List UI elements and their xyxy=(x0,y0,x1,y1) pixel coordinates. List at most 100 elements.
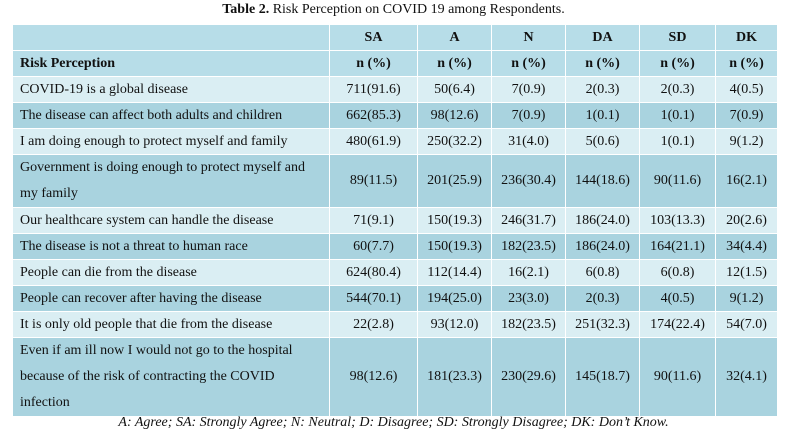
table-caption-text: Risk Perception on COVID 19 among Respon… xyxy=(269,2,565,17)
cell-sa: 98(12.6) xyxy=(329,337,418,417)
table-row: People can recover after having the dise… xyxy=(12,285,778,312)
row-label: The disease can affect both adults and c… xyxy=(12,102,330,129)
cell-a: 250(32.2) xyxy=(417,128,492,155)
cell-sa: 480(61.9) xyxy=(329,128,418,155)
cell-a: 201(25.9) xyxy=(417,154,492,208)
cell-sd: 1(0.1) xyxy=(639,128,716,155)
cell-sd: 4(0.5) xyxy=(639,285,716,312)
column-header-blank xyxy=(12,24,330,51)
table-row: People can die from the disease 624(80.4… xyxy=(12,259,778,286)
cell-a: 194(25.0) xyxy=(417,285,492,312)
cell-da: 5(0.6) xyxy=(565,128,640,155)
table-row: It is only old people that die from the … xyxy=(12,311,778,338)
row-label: People can recover after having the dise… xyxy=(12,285,330,312)
cell-dk: 20(2.6) xyxy=(715,207,778,234)
cell-n: 23(3.0) xyxy=(491,285,566,312)
table-row: The disease can affect both adults and c… xyxy=(12,102,778,129)
cell-da: 186(24.0) xyxy=(565,207,640,234)
cell-sd: 90(11.6) xyxy=(639,337,716,417)
column-header-sa: SA xyxy=(329,24,418,51)
table-row: The disease is not a threat to human rac… xyxy=(12,233,778,260)
cell-dk: 16(2.1) xyxy=(715,154,778,208)
cell-sd: 164(21.1) xyxy=(639,233,716,260)
row-label: I am doing enough to protect myself and … xyxy=(12,128,330,155)
row-label: Our healthcare system can handle the dis… xyxy=(12,207,330,234)
cell-sd: 1(0.1) xyxy=(639,102,716,129)
column-header-a: A xyxy=(417,24,492,51)
cell-da: 251(32.3) xyxy=(565,311,640,338)
cell-n: 7(0.9) xyxy=(491,76,566,103)
cell-da: 6(0.8) xyxy=(565,259,640,286)
subheader-unit: n (%) xyxy=(417,50,492,77)
subheader-label: Risk Perception xyxy=(12,50,330,77)
table-footnote: A: Agree; SA: Strongly Agree; N: Neutral… xyxy=(118,415,669,430)
cell-n: 7(0.9) xyxy=(491,102,566,129)
column-header-sd: SD xyxy=(639,24,716,51)
table-caption-label: Table 2. xyxy=(222,2,270,17)
subheader-unit: n (%) xyxy=(639,50,716,77)
cell-sa: 711(91.6) xyxy=(329,76,418,103)
subheader-row: Risk Perception n (%) n (%) n (%) n (%) … xyxy=(12,50,778,77)
cell-sd: 103(13.3) xyxy=(639,207,716,234)
risk-perception-table: SA A N DA SD DK Risk Perception n (%) n … xyxy=(12,24,778,417)
cell-dk: 4(0.5) xyxy=(715,76,778,103)
cell-a: 150(19.3) xyxy=(417,207,492,234)
cell-a: 181(23.3) xyxy=(417,337,492,417)
row-label: People can die from the disease xyxy=(12,259,330,286)
cell-dk: 9(1.2) xyxy=(715,285,778,312)
subheader-unit: n (%) xyxy=(329,50,418,77)
cell-n: 31(4.0) xyxy=(491,128,566,155)
cell-dk: 54(7.0) xyxy=(715,311,778,338)
row-label: It is only old people that die from the … xyxy=(12,311,330,338)
cell-sa: 662(85.3) xyxy=(329,102,418,129)
cell-da: 145(18.7) xyxy=(565,337,640,417)
subheader-unit: n (%) xyxy=(565,50,640,77)
cell-sa: 544(70.1) xyxy=(329,285,418,312)
row-label: The disease is not a threat to human rac… xyxy=(12,233,330,260)
subheader-unit: n (%) xyxy=(715,50,778,77)
cell-sa: 89(11.5) xyxy=(329,154,418,208)
cell-n: 230(29.6) xyxy=(491,337,566,417)
subheader-unit: n (%) xyxy=(491,50,566,77)
cell-da: 1(0.1) xyxy=(565,102,640,129)
cell-sa: 71(9.1) xyxy=(329,207,418,234)
cell-dk: 7(0.9) xyxy=(715,102,778,129)
table-row: COVID-19 is a global disease 711(91.6) 5… xyxy=(12,76,778,103)
column-header-n: N xyxy=(491,24,566,51)
cell-n: 236(30.4) xyxy=(491,154,566,208)
cell-n: 182(23.5) xyxy=(491,233,566,260)
cell-sa: 624(80.4) xyxy=(329,259,418,286)
row-label: Government is doing enough to protect my… xyxy=(12,154,330,208)
column-header-dk: DK xyxy=(715,24,778,51)
cell-da: 186(24.0) xyxy=(565,233,640,260)
column-header-row: SA A N DA SD DK xyxy=(12,24,778,51)
cell-da: 2(0.3) xyxy=(565,76,640,103)
table-row: Our healthcare system can handle the dis… xyxy=(12,207,778,234)
table-row: Even if am ill now I would not go to the… xyxy=(12,337,778,417)
cell-a: 150(19.3) xyxy=(417,233,492,260)
cell-sd: 2(0.3) xyxy=(639,76,716,103)
cell-a: 50(6.4) xyxy=(417,76,492,103)
row-label: Even if am ill now I would not go to the… xyxy=(12,337,330,417)
cell-da: 2(0.3) xyxy=(565,285,640,312)
cell-n: 16(2.1) xyxy=(491,259,566,286)
column-header-da: DA xyxy=(565,24,640,51)
cell-sa: 60(7.7) xyxy=(329,233,418,260)
table-row: Government is doing enough to protect my… xyxy=(12,154,778,208)
cell-sd: 6(0.8) xyxy=(639,259,716,286)
cell-dk: 12(1.5) xyxy=(715,259,778,286)
cell-a: 112(14.4) xyxy=(417,259,492,286)
table-row: I am doing enough to protect myself and … xyxy=(12,128,778,155)
table-caption: Table 2. Risk Perception on COVID 19 amo… xyxy=(0,2,787,18)
cell-sd: 174(22.4) xyxy=(639,311,716,338)
cell-a: 98(12.6) xyxy=(417,102,492,129)
cell-dk: 34(4.4) xyxy=(715,233,778,260)
cell-n: 246(31.7) xyxy=(491,207,566,234)
cell-sd: 90(11.6) xyxy=(639,154,716,208)
cell-da: 144(18.6) xyxy=(565,154,640,208)
cell-n: 182(23.5) xyxy=(491,311,566,338)
cell-a: 93(12.0) xyxy=(417,311,492,338)
row-label: COVID-19 is a global disease xyxy=(12,76,330,103)
cell-dk: 9(1.2) xyxy=(715,128,778,155)
cell-sa: 22(2.8) xyxy=(329,311,418,338)
